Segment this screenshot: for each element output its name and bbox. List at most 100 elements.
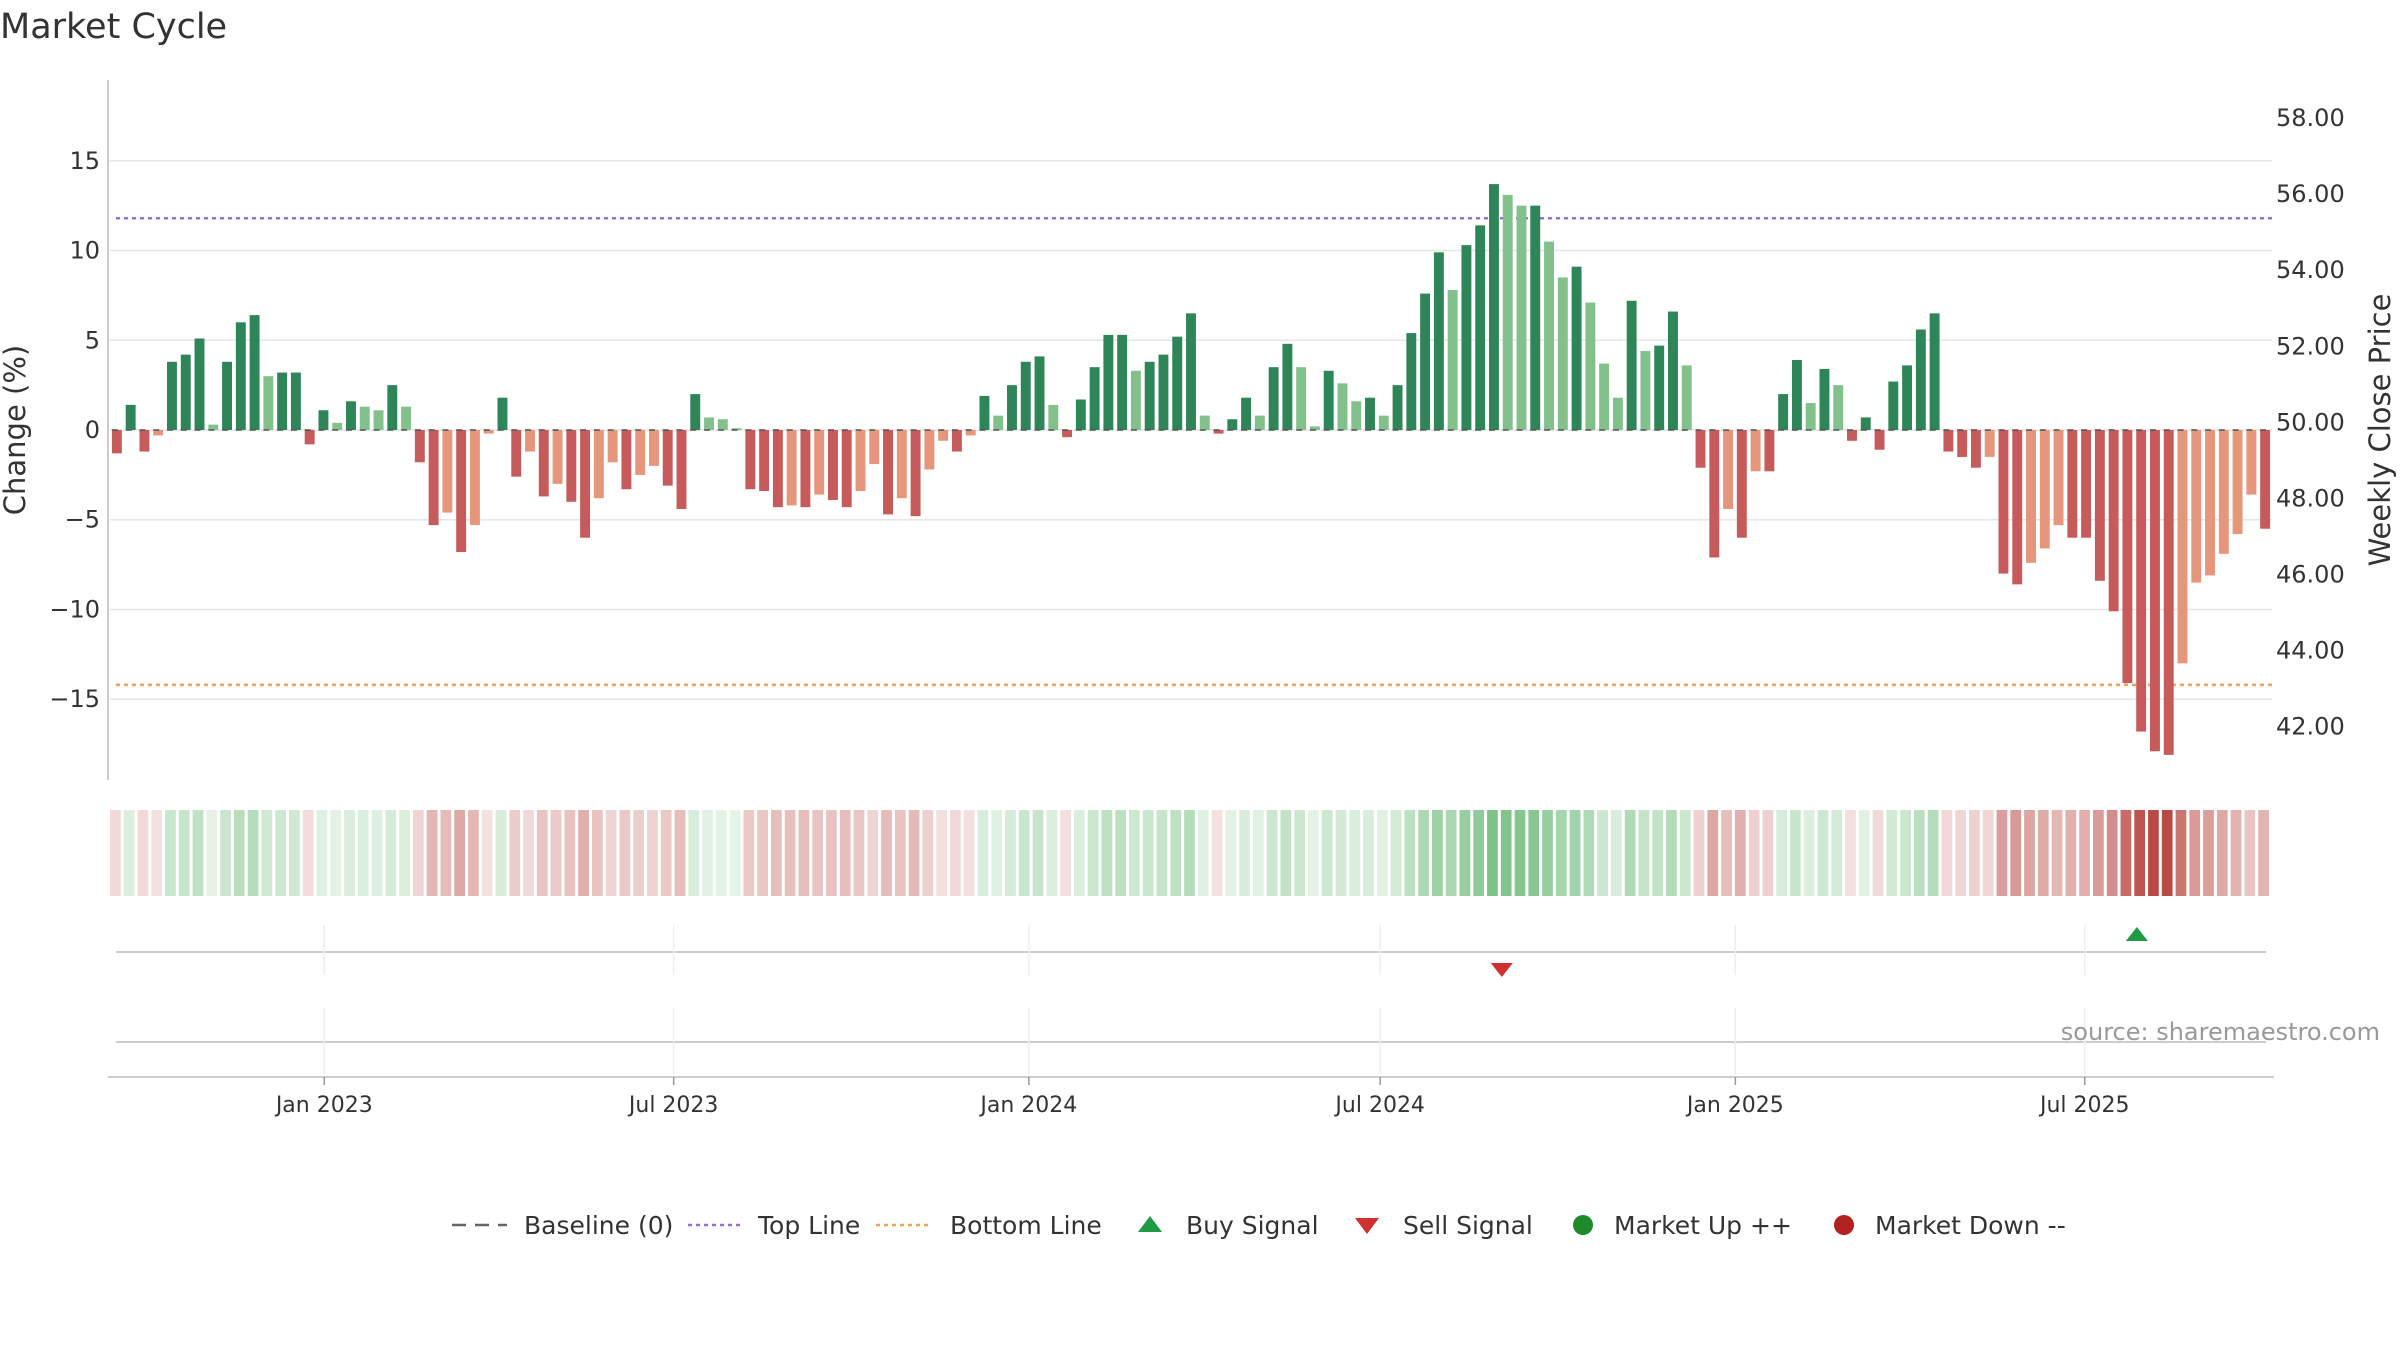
heat-cell <box>1239 810 1250 896</box>
heat-cell <box>2161 810 2173 896</box>
change-bar <box>1984 430 1995 457</box>
change-bar <box>263 376 274 430</box>
heat-cell <box>523 810 534 896</box>
heat-cell <box>1927 810 1939 896</box>
change-bar <box>676 430 687 509</box>
heat-cell <box>2148 810 2159 896</box>
heat-cell <box>357 810 369 896</box>
heat-cell <box>412 810 424 896</box>
change-bar <box>772 430 783 508</box>
change-bar <box>883 430 894 515</box>
change-bar <box>1034 356 1045 430</box>
change-bar <box>1282 343 1293 430</box>
heat-cell <box>2065 810 2077 896</box>
change-bar <box>1020 361 1031 430</box>
change-bar <box>662 430 673 486</box>
change-bar <box>346 401 356 430</box>
change-bar <box>1626 300 1637 430</box>
legend-label: Buy Signal <box>1186 1211 1319 1240</box>
left-tick-label: 0 <box>85 416 100 444</box>
heat-cell <box>1459 810 1471 896</box>
left-axis-ticks: 15 10 5 0 −5 −10 −15 <box>49 147 100 713</box>
change-bar <box>483 430 494 434</box>
left-tick-label: −5 <box>65 506 100 534</box>
heat-cell <box>908 810 920 896</box>
heat-cell <box>1060 810 1071 896</box>
change-bar <box>1915 329 1926 430</box>
heat-cell <box>1762 810 1774 896</box>
change-bar <box>1117 334 1128 430</box>
right-tick-label: 44.00 <box>2276 637 2345 665</box>
heat-cell <box>1858 810 1870 896</box>
heat-cell <box>1569 810 1581 896</box>
change-bar <box>2232 430 2243 535</box>
heat-cell <box>991 810 1003 896</box>
change-bar <box>511 430 522 477</box>
heat-cell <box>206 810 218 896</box>
heat-cell <box>1528 810 1540 896</box>
change-bar <box>414 430 425 463</box>
left-tick-label: 5 <box>85 326 100 354</box>
heat-cell <box>1335 810 1347 896</box>
heat-cell <box>1225 810 1237 896</box>
change-bar <box>759 430 770 492</box>
left-tick-label: 15 <box>69 147 100 175</box>
change-bar <box>731 428 742 430</box>
heat-cell <box>1597 810 1608 896</box>
heat-cell <box>564 810 576 896</box>
change-bar <box>1007 385 1017 430</box>
heat-cell <box>633 810 645 896</box>
change-bar <box>1585 302 1596 430</box>
change-bar <box>1488 184 1499 430</box>
change-bar <box>1736 430 1747 538</box>
source-label: source: sharemaestro.com <box>2061 1018 2380 1046</box>
heat-cell <box>1886 810 1898 896</box>
heat-cell <box>1969 810 1980 896</box>
date-tick-label: Jul 2023 <box>627 1093 719 1118</box>
right-tick-label: 52.00 <box>2276 332 2345 360</box>
change-bar <box>566 430 577 502</box>
change-bar <box>277 372 288 430</box>
change-bar <box>332 422 343 430</box>
change-bar <box>1199 415 1210 430</box>
change-bar <box>1502 194 1513 430</box>
change-bar <box>1103 334 1114 430</box>
change-bar <box>1929 313 1940 430</box>
heat-cell <box>729 810 741 896</box>
change-bar <box>607 430 618 463</box>
heat-cell <box>1363 810 1374 896</box>
change-bar <box>2067 430 2078 538</box>
heat-cell <box>261 810 273 896</box>
change-bar <box>1943 430 1954 452</box>
change-bar <box>525 430 535 452</box>
date-tick-label: Jan 2023 <box>274 1093 373 1118</box>
change-bar <box>194 338 205 430</box>
heat-cell <box>2024 810 2035 896</box>
change-bar <box>1406 333 1417 430</box>
change-bar <box>469 430 480 526</box>
heat-cell <box>536 810 548 896</box>
change-bar <box>938 430 949 441</box>
date-axis: Jan 2023 Jul 2023 Jan 2024 Jul 2024 Jan 2025… <box>108 1076 2274 1118</box>
heat-cell <box>550 810 562 896</box>
heat-cell <box>1624 810 1636 896</box>
change-bar <box>2012 430 2023 585</box>
heat-cell <box>1431 810 1443 896</box>
change-bar <box>180 354 191 430</box>
heat-cell <box>1087 810 1099 896</box>
heat-cell <box>2244 810 2256 896</box>
legend-circle-icon <box>1834 1215 1854 1235</box>
change-bar <box>828 430 838 500</box>
heat-cell <box>1693 810 1705 896</box>
change-bar <box>401 406 412 430</box>
heat-cell <box>1803 810 1815 896</box>
change-bar <box>951 430 962 452</box>
heat-cell <box>715 810 727 896</box>
change-bar <box>1970 430 1981 468</box>
change-bar <box>222 361 233 430</box>
date-tick-label: Jan 2024 <box>978 1093 1077 1118</box>
heat-cell <box>922 810 934 896</box>
change-bars <box>111 184 2271 755</box>
heat-cell <box>247 810 259 896</box>
heat-cell <box>1790 810 1801 896</box>
